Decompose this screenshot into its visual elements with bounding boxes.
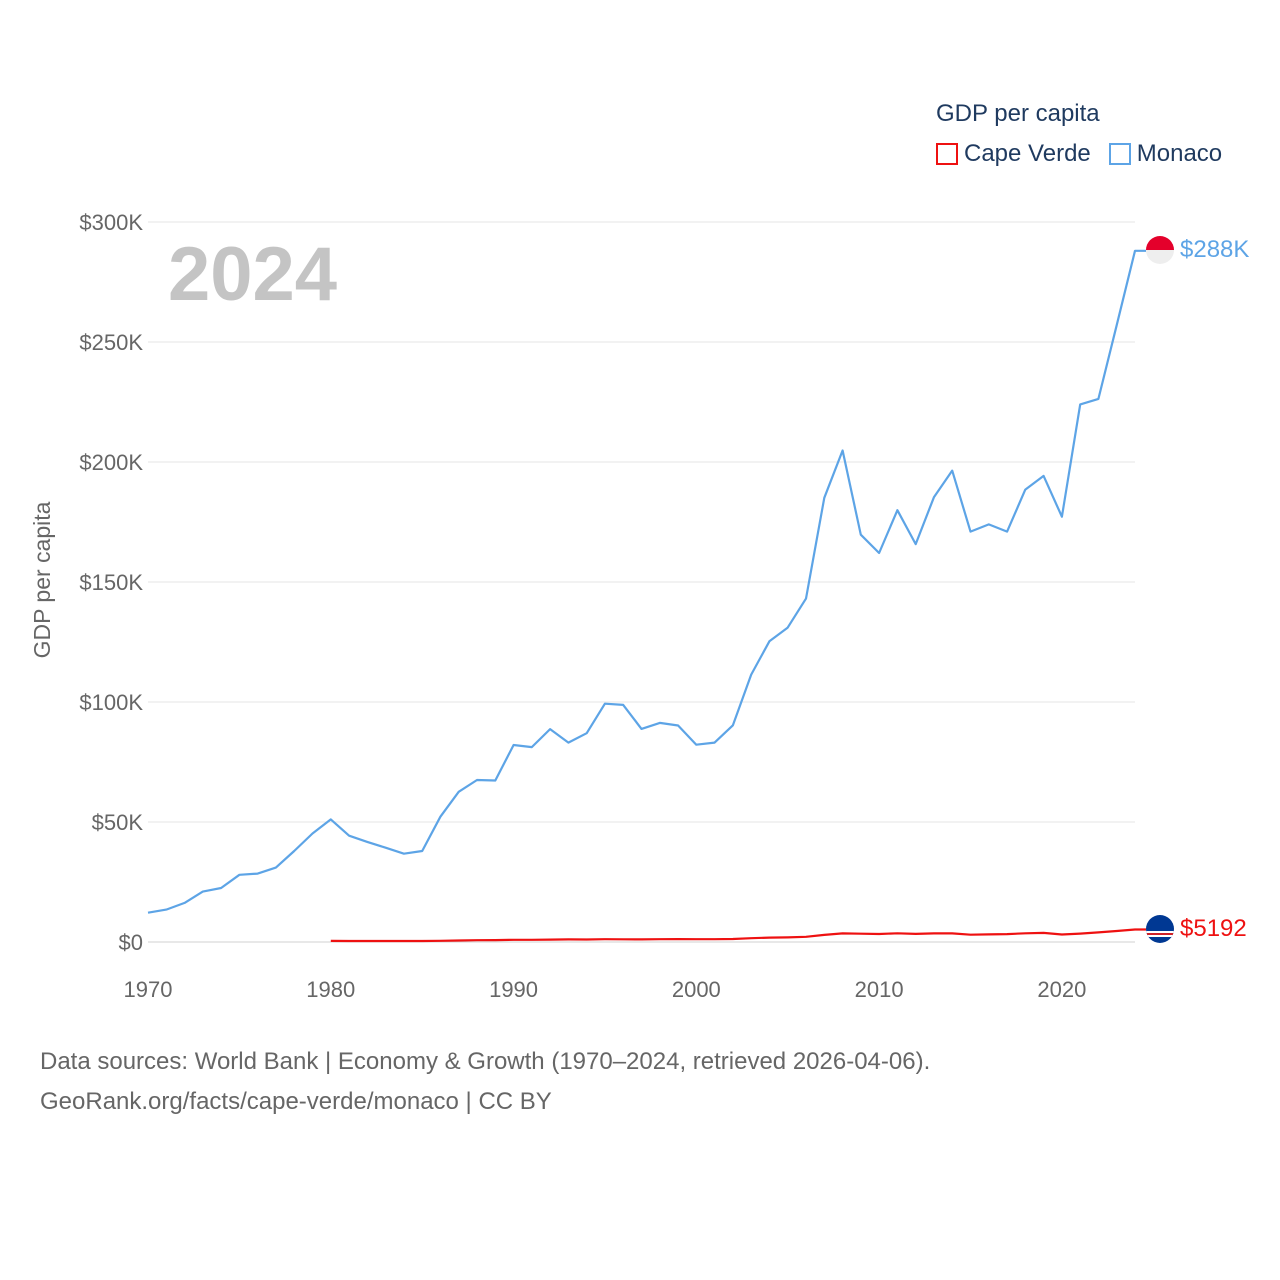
legend-label-cape-verde: Cape Verde xyxy=(964,140,1091,167)
y-tick-label: $50K xyxy=(92,810,144,835)
monaco-swatch xyxy=(1108,143,1131,165)
series-lines xyxy=(147,249,1146,943)
y-tick-label: $250K xyxy=(79,330,143,355)
y-axis-ticks: $0 $50K $100K $150K $200K $250K $300K xyxy=(79,210,143,955)
year-watermark: 2024 xyxy=(168,232,337,317)
footer: Data sources: World Bank | Economy & Gro… xyxy=(40,1042,930,1122)
line-chart: $0 $50K $100K $150K $200K $250K $300K 1970 1980… xyxy=(29,210,1249,1002)
y-tick-label: $100K xyxy=(79,690,143,715)
y-tick-label: $200K xyxy=(79,450,143,475)
cape-verde-end-label: $5192 xyxy=(1180,915,1247,942)
y-axis-label: GDP per capita xyxy=(29,501,55,658)
grid-lines xyxy=(148,221,1135,943)
x-tick-label: 1970 xyxy=(124,977,173,1002)
x-tick-label: 2020 xyxy=(1037,977,1086,1002)
legend-items: Cape Verde Monaco xyxy=(936,140,1240,168)
legend-item-monaco[interactable]: Monaco xyxy=(1108,140,1223,168)
monaco-flag xyxy=(1146,236,1174,264)
x-tick-label: 2000 xyxy=(672,977,721,1002)
data-source-note: Data sources: World Bank | Economy & Gro… xyxy=(40,1048,931,1075)
x-tick-label: 1990 xyxy=(489,977,538,1002)
y-tick-label: $0 xyxy=(119,930,143,955)
legend-item-cape-verde[interactable]: Cape Verde xyxy=(936,140,1091,168)
legend-label-monaco: Monaco xyxy=(1136,140,1223,167)
y-tick-label: $150K xyxy=(79,570,143,595)
series-line-monaco xyxy=(147,249,1146,914)
series-line-cape-verde xyxy=(330,928,1146,943)
x-tick-label: 2010 xyxy=(855,977,904,1002)
x-tick-label: 1980 xyxy=(306,977,355,1002)
x-axis-ticks: 1970 1980 1990 2000 2010 2020 xyxy=(124,977,1087,1002)
attribution-link[interactable]: GeoRank.org/facts/cape-verde/monaco | CC… xyxy=(40,1088,552,1115)
monaco-end-label: $288K xyxy=(1180,236,1249,263)
cape-verde-swatch xyxy=(936,143,958,165)
legend-title: GDP per capita xyxy=(936,100,1100,127)
legend: GDP per capita Cape Verde Monaco xyxy=(936,100,1240,168)
cape-verde-flag xyxy=(1146,915,1174,943)
y-tick-label: $300K xyxy=(79,210,143,235)
